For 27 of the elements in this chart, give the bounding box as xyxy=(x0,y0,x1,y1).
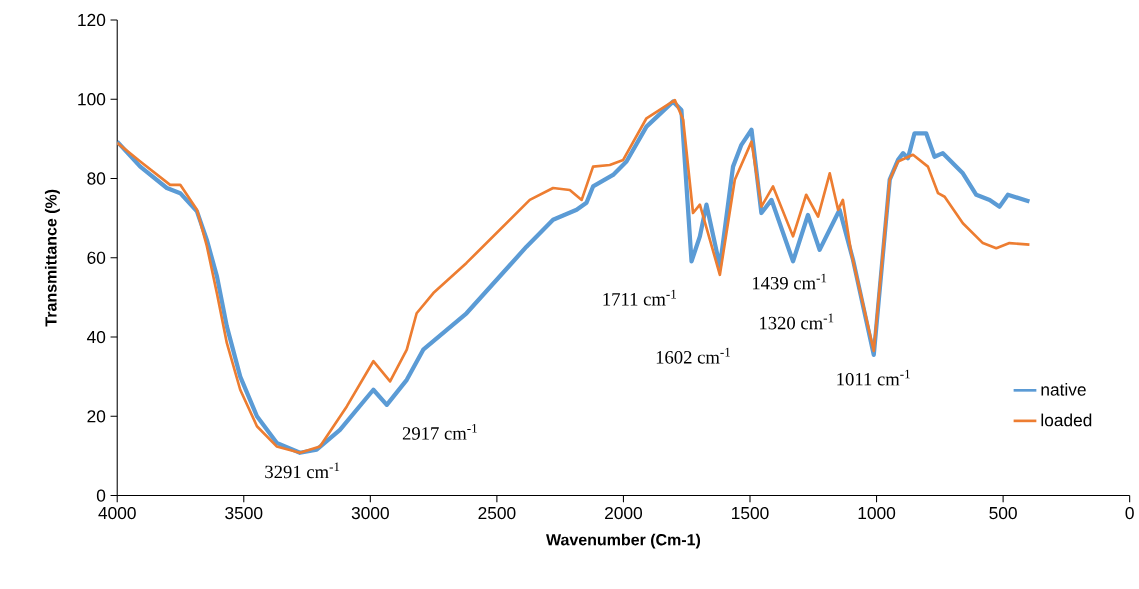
annotation: 1439 cm$^{-1}$ xyxy=(752,273,827,290)
y-tick-label: 100 xyxy=(78,93,106,106)
x-tick-label: 2500 xyxy=(478,507,516,520)
legend-label: native xyxy=(1041,383,1086,396)
x-tick-label: 0 xyxy=(1125,507,1134,520)
annotation: 1011 cm$^{-1}$ xyxy=(837,369,910,386)
legend-label: loaded xyxy=(1041,413,1092,427)
x-tick-label: 2000 xyxy=(605,507,643,520)
y-tick-label: 120 xyxy=(78,13,106,27)
x-axis-title: Wavenumber (Cm-1) xyxy=(546,533,701,549)
x-tick-label: 1000 xyxy=(858,507,896,520)
y-tick-label: 0 xyxy=(96,489,106,502)
y-tick-label: 40 xyxy=(86,330,106,344)
x-tick-label: 1500 xyxy=(732,507,769,520)
x-tick-label: 3500 xyxy=(225,507,263,520)
annotation: 3291 cm$^{-1}$ xyxy=(265,462,340,479)
annotation: 1320 cm$^{-1}$ xyxy=(760,313,834,330)
x-tick-label: 500 xyxy=(989,507,1017,520)
y-tick-label: 20 xyxy=(87,410,106,423)
y-tick-label: 60 xyxy=(87,251,106,264)
y-axis-title: Transmittance (%) xyxy=(44,189,60,327)
annotation: 1711 cm$^{-1}$ xyxy=(603,289,676,306)
annotation: 1602 cm$^{-1}$ xyxy=(656,347,730,364)
x-tick-label: 3000 xyxy=(351,507,389,520)
y-tick-label: 80 xyxy=(87,172,106,185)
x-tick-label: 4000 xyxy=(98,507,136,520)
annotation: 2917 cm$^{-1}$ xyxy=(402,424,477,440)
